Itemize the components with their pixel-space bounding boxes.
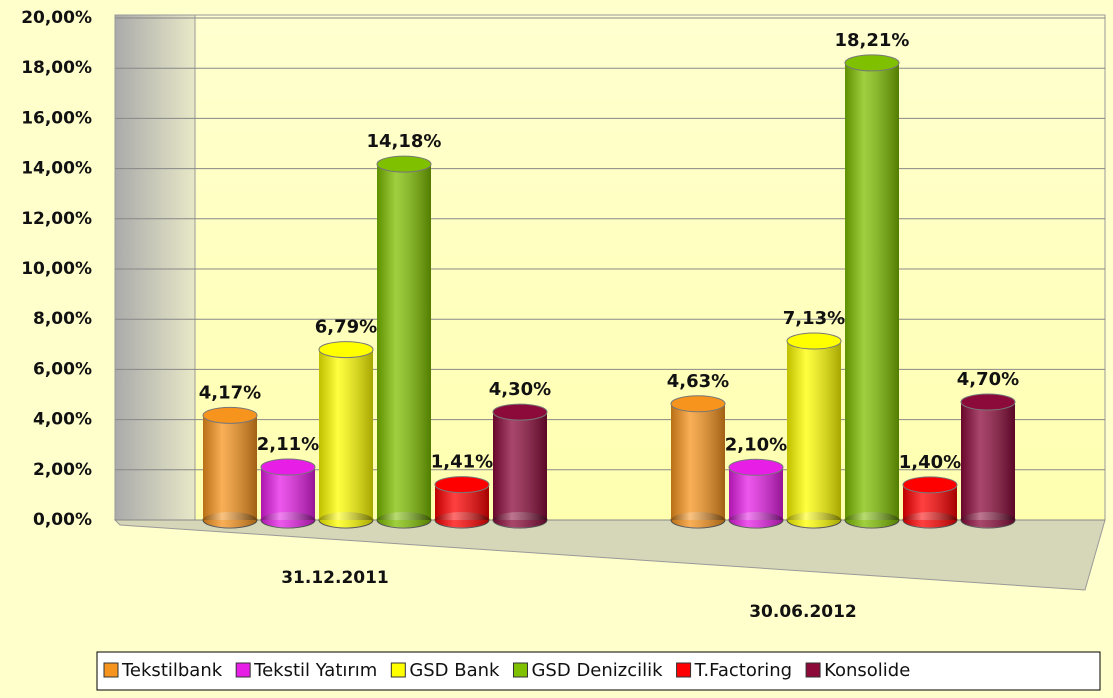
bar [202,406,258,529]
bar-part [318,341,374,359]
bar-part [377,164,431,520]
legend-swatch [103,662,119,678]
y-tick-label: 8,00% [33,309,92,329]
legend-box [96,651,1101,691]
value-label: 4,70% [957,369,1019,390]
bar-part [787,341,841,520]
value-label: 4,17% [199,382,261,403]
bar-part [319,512,373,528]
bar-part [493,512,547,528]
bar [492,403,548,529]
legend-label: GSD Bank [409,660,500,681]
bar-part [729,467,783,520]
bar-part [435,512,489,528]
bar-part [960,393,1016,411]
bar-part [493,412,547,520]
y-tick-label: 2,00% [33,460,92,480]
side-wall [114,14,196,521]
bar-part [961,512,1015,528]
bar [844,54,900,529]
bar-part [844,54,900,72]
bar-part [845,62,899,520]
bar-part [260,458,316,476]
y-tick-label: 4,00% [33,410,92,430]
y-tick-label: 0,00% [33,510,92,530]
bar-part [903,512,957,528]
bar-part [786,332,842,350]
x-tick-label: 30.06.2012 [749,602,857,622]
legend-swatch [390,662,406,678]
legend-label: GSD Denizcilik [531,660,663,681]
bar-part [261,512,315,528]
legend-swatch [235,662,251,678]
bar-part [845,512,899,528]
bar [318,341,374,529]
bar [434,476,490,529]
y-tick-label: 6,00% [33,359,92,379]
bar-part [671,403,725,520]
value-label: 6,79% [315,317,377,338]
bar-part [729,512,783,528]
bar-part [671,512,725,528]
y-tick-label: 18,00% [21,58,92,78]
floor [113,519,1106,591]
bar-part [203,512,257,528]
y-tick-label: 14,00% [21,159,92,179]
bar-part [728,458,784,476]
value-label: 14,18% [367,131,442,152]
legend-label: Konsolide [824,660,910,681]
legend-label: Tekstilbank [121,660,223,681]
bar [786,332,842,529]
legend-swatch [805,662,821,678]
bar [670,395,726,529]
bar [376,155,432,529]
legend-swatch [676,662,692,678]
bar-part [492,403,548,421]
value-label: 2,11% [257,434,319,455]
value-label: 4,63% [667,371,729,392]
legend-label: Tekstil Yatırım [253,660,377,681]
bar-part [434,476,490,494]
y-tick-label: 12,00% [21,209,92,229]
value-label: 2,10% [725,434,787,455]
bar-part [787,512,841,528]
value-label: 4,30% [489,379,551,400]
bar-part [376,155,432,173]
bar-part [961,402,1015,520]
bar-part [319,349,373,520]
bar-part [377,512,431,528]
y-tick-label: 20,00% [21,8,92,28]
value-label: 7,13% [783,308,845,329]
value-label: 1,40% [899,452,961,473]
bar-part [902,476,958,494]
y-tick-label: 10,00% [21,259,92,279]
y-tick-label: 16,00% [21,108,92,128]
legend-label: T.Factoring [694,660,793,681]
value-label: 1,41% [431,452,493,473]
bar [260,458,316,529]
legend-swatch [512,662,528,678]
bar-part [202,406,258,424]
x-tick-label: 31.12.2011 [281,568,389,588]
bar [902,476,958,529]
bar-part [670,395,726,413]
bar-part [203,415,257,520]
bar [728,458,784,529]
value-label: 18,21% [835,30,910,51]
bar [960,393,1016,529]
bar-part [261,467,315,520]
